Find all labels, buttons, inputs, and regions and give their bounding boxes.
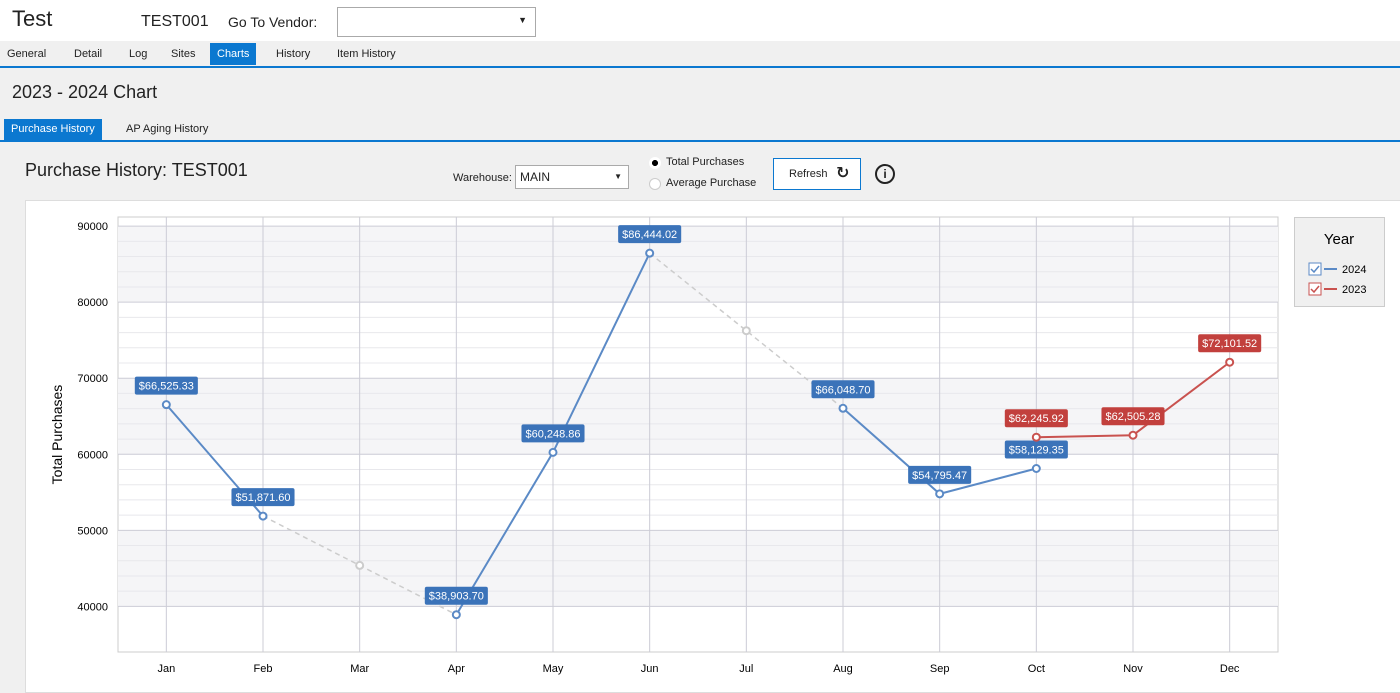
x-tick-label: Aug (833, 663, 853, 675)
tab[interactable]: History (276, 48, 311, 60)
data-label: $86,444.02 (622, 229, 677, 241)
data-label-box (424, 586, 488, 605)
refresh-label: Refresh (789, 168, 828, 180)
data-point (1128, 430, 1138, 440)
data-label: $62,245.92 (1009, 413, 1064, 425)
tab[interactable]: General (7, 48, 47, 60)
grid-band (118, 226, 1278, 303)
vendor-label: Go To Vendor: (228, 14, 318, 30)
legend-checkbox (1308, 282, 1322, 296)
subtab[interactable]: Purchase History (4, 119, 102, 140)
legend-label: 2023 (1342, 284, 1366, 296)
vendor-code: TEST001 (141, 13, 209, 30)
data-label-box (618, 225, 682, 244)
app-title: Test (12, 6, 53, 31)
x-tick-label: Oct (1028, 663, 1045, 675)
radio[interactable] (649, 157, 661, 169)
subtab-line (0, 140, 1400, 142)
gap-point (355, 560, 365, 570)
data-point (548, 447, 558, 457)
data-point (1031, 463, 1041, 473)
legend-check (1310, 265, 1320, 274)
legend-checkbox (1308, 262, 1322, 276)
data-label-box (1004, 440, 1068, 459)
gap-point (741, 326, 751, 336)
radio-label: Total Purchases (666, 156, 745, 168)
data-point (451, 610, 461, 620)
radio-label: Average Purchase (666, 177, 757, 189)
tab[interactable]: Log (129, 48, 148, 60)
data-label-box (908, 465, 972, 484)
grid-band (118, 530, 1278, 607)
info-icon[interactable]: i (875, 164, 895, 184)
y-tick-label: 50000 (77, 525, 108, 537)
data-label-box (1101, 407, 1165, 426)
data-point (258, 511, 268, 521)
y-tick-label: 90000 (77, 221, 108, 233)
top-bar (0, 0, 1400, 41)
y-tick-label: 40000 (77, 601, 108, 613)
x-tick-label: Jul (739, 663, 753, 675)
radio[interactable] (649, 178, 661, 190)
data-point (645, 248, 655, 258)
warehouse-value: MAIN (520, 170, 550, 184)
data-point (1031, 432, 1041, 442)
x-tick-label: Dec (1220, 663, 1240, 675)
x-tick-label: Nov (1123, 663, 1143, 675)
x-tick-label: Sep (930, 663, 950, 675)
data-point (935, 489, 945, 499)
data-label: $54,795.47 (912, 470, 967, 482)
data-label-box (1004, 409, 1068, 428)
x-tick-label: Mar (350, 663, 369, 675)
data-label: $51,871.60 (235, 492, 290, 504)
x-tick-label: May (543, 663, 564, 675)
data-label: $72,101.52 (1202, 338, 1257, 350)
tab[interactable]: Sites (171, 48, 196, 60)
tab[interactable]: Detail (74, 48, 103, 60)
data-label-box (521, 424, 585, 443)
data-point (838, 403, 848, 413)
data-label: $66,048.70 (815, 384, 870, 396)
x-tick-label: Jun (641, 663, 659, 675)
data-label-box (134, 376, 198, 395)
data-label: $62,505.28 (1105, 411, 1160, 423)
data-label: $60,248.86 (525, 428, 580, 440)
y-tick-label: 60000 (77, 449, 108, 461)
warehouse-select[interactable]: MAIN ▼ (515, 165, 629, 189)
y-tick-label: 80000 (77, 297, 108, 309)
y-axis-label: Total Purchases (49, 385, 65, 485)
data-label: $38,903.70 (429, 591, 484, 603)
legend-label: 2024 (1342, 264, 1366, 276)
x-tick-label: Apr (448, 663, 465, 675)
tab[interactable]: Charts (210, 43, 257, 65)
tab[interactable]: Item History (337, 48, 396, 60)
x-tick-label: Feb (254, 663, 273, 675)
vendor-select[interactable]: ▼ (337, 7, 536, 37)
data-label: $66,525.33 (139, 381, 194, 393)
warehouse-label: Warehouse: (453, 172, 512, 184)
refresh-button[interactable]: Refresh ↻ (773, 158, 861, 190)
subtab[interactable]: AP Aging History (126, 123, 209, 135)
data-label-box (811, 380, 875, 399)
page-title: 2023 - 2024 Chart (12, 82, 158, 102)
data-label: $58,129.35 (1009, 444, 1064, 456)
grid-band (118, 378, 1278, 455)
data-point (1225, 357, 1235, 367)
data-label-box (231, 488, 295, 507)
y-tick-label: 70000 (77, 373, 108, 385)
data-point (161, 400, 171, 410)
panel-title: Purchase History: TEST001 (25, 160, 248, 180)
legend-title: Year (1324, 231, 1354, 248)
legend-check (1310, 285, 1320, 294)
data-label-box (1198, 334, 1262, 353)
x-tick-label: Jan (157, 663, 175, 675)
